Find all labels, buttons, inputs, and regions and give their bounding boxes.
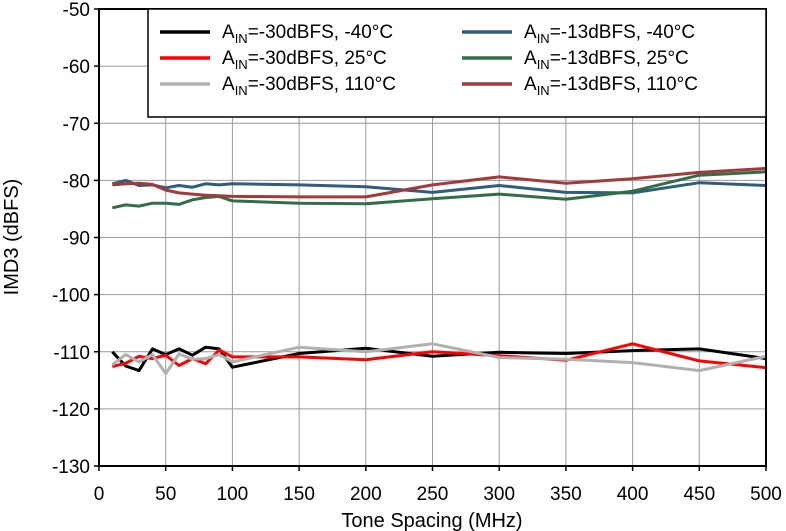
legend-label-subscript: IN <box>235 83 248 98</box>
y-tick-label: -110 <box>53 343 90 364</box>
x-tick-label: 300 <box>483 484 515 505</box>
x-tick-label: 400 <box>617 484 649 505</box>
series-line-3 <box>111 342 767 375</box>
legend-label-rest: =-30dBFS, 25°C <box>248 48 387 69</box>
legend-label-rest: =-30dBFS, 110°C <box>248 74 396 95</box>
y-axis-title: IMD3 (dBFS) <box>1 179 23 296</box>
x-tick-label: 100 <box>217 484 249 505</box>
legend-label-main: A <box>222 48 235 69</box>
legend-label-4: AIN=-13dBFS, -40°C <box>524 22 695 46</box>
y-tick-label: -100 <box>52 286 90 307</box>
legend-label-3: AIN=-30dBFS, 110°C <box>222 74 396 98</box>
x-tick-label: 250 <box>417 484 449 505</box>
x-tick-labels: 0 50 100 150 200 250 300 350 400 450 500 <box>94 484 782 505</box>
legend-label-subscript: IN <box>537 83 550 98</box>
y-tick-label: -80 <box>63 171 90 192</box>
legend-label-subscript: IN <box>537 57 550 72</box>
y-tick-label: -90 <box>63 229 90 250</box>
series-line-2 <box>111 342 767 370</box>
x-tick-label: 200 <box>350 484 382 505</box>
series-line-6 <box>112 166 767 199</box>
x-tick-label: 350 <box>550 484 582 505</box>
x-tick-label: 0 <box>94 484 105 505</box>
legend-label-rest: =-30dBFS, -40°C <box>248 22 393 43</box>
x-tick-label: 500 <box>750 484 782 505</box>
legend-label-subscript: IN <box>235 31 248 46</box>
legend-label-6: AIN=-13dBFS, 110°C <box>524 74 698 98</box>
legend-label-main: A <box>524 22 537 43</box>
x-tick-label: 450 <box>683 484 715 505</box>
x-tick-label: 50 <box>155 484 176 505</box>
legend-label-subscript: IN <box>235 57 248 72</box>
legend-label-main: A <box>524 74 537 95</box>
series-lines <box>111 166 767 375</box>
legend-label-main: A <box>222 74 235 95</box>
legend-label-rest: =-13dBFS, -40°C <box>550 22 695 43</box>
legend-label-subscript: IN <box>537 31 550 46</box>
legend-label-2: AIN=-30dBFS, 25°C <box>222 48 387 72</box>
legend-label-rest: =-13dBFS, 25°C <box>550 48 689 69</box>
x-axis-title: Tone Spacing (MHz) <box>341 510 522 531</box>
y-tick-labels: -50 -60 -70 -80 -90 -100 -110 -120 -130 <box>52 0 90 478</box>
y-tick-label: -50 <box>63 0 90 21</box>
y-tick-label: -70 <box>63 114 90 135</box>
legend-box <box>147 8 767 118</box>
series-line-5 <box>111 170 767 210</box>
legend-label-rest: =-13dBFS, 110°C <box>550 74 698 95</box>
legend-label-main: A <box>222 22 235 43</box>
x-tick-label: 150 <box>283 484 315 505</box>
legend-label-5: AIN=-13dBFS, 25°C <box>524 48 689 72</box>
y-tick-label: -120 <box>52 400 90 421</box>
y-tick-label: -130 <box>52 457 90 478</box>
legend-label-main: A <box>524 48 537 69</box>
legend-label-1: AIN=-30dBFS, -40°C <box>222 22 393 46</box>
y-tick-label: -60 <box>63 57 90 78</box>
